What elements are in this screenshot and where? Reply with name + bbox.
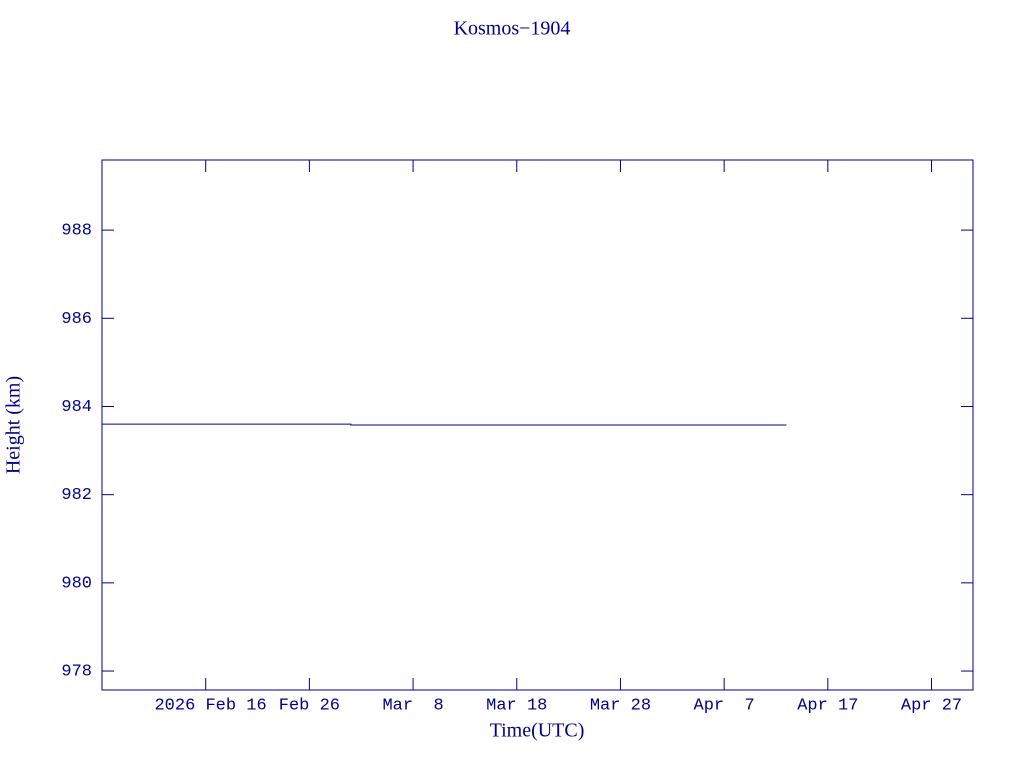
x-tick-label: 2026 Feb 16 — [154, 696, 266, 715]
y-tick-label: 980 — [61, 574, 92, 593]
chart-title: Kosmos−1904 — [454, 18, 571, 40]
plot-frame — [101, 159, 974, 691]
y-tick-label: 982 — [61, 486, 92, 505]
y-tick-label: 984 — [61, 398, 92, 417]
x-tick-label: Apr 17 — [797, 696, 858, 715]
y-tick-label: 986 — [61, 310, 92, 329]
y-tick-label: 988 — [61, 222, 92, 241]
x-tick-label: Apr 7 — [694, 696, 755, 715]
x-tick-label: Mar 18 — [486, 696, 547, 715]
y-tick-label: 978 — [61, 663, 92, 682]
data-line — [102, 423, 787, 426]
y-axis-label: Height (km) — [3, 376, 25, 474]
x-tick-label: Feb 26 — [279, 696, 340, 715]
x-tick-label: Mar 8 — [382, 696, 443, 715]
x-tick-label: Apr 27 — [901, 696, 962, 715]
x-axis-label: Time(UTC) — [490, 720, 585, 742]
x-tick-label: Mar 28 — [590, 696, 651, 715]
